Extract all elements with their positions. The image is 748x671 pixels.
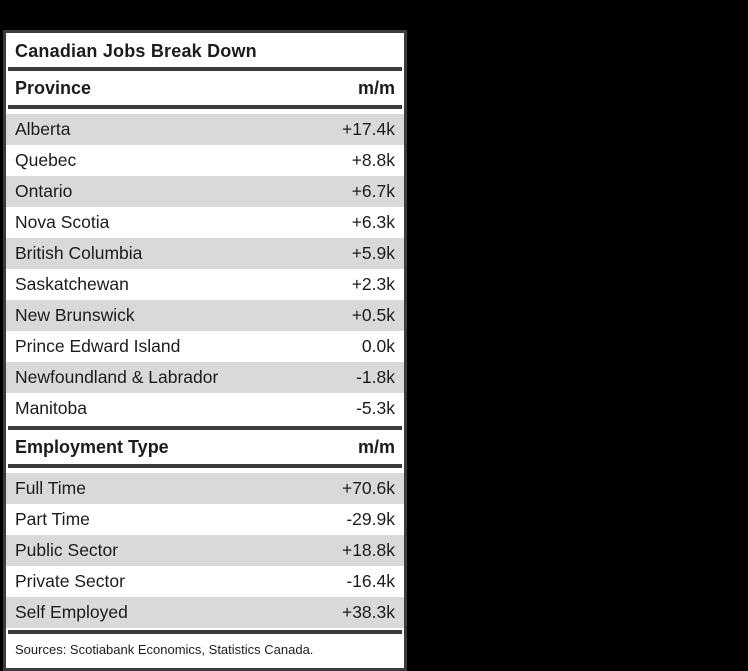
table-row: New Brunswick +0.5k	[6, 300, 404, 331]
table-row: Ontario +6.7k	[6, 176, 404, 207]
table-row: Private Sector -16.4k	[6, 566, 404, 597]
row-label: Part Time	[15, 509, 90, 529]
source-note: Sources: Scotiabank Economics, Statistic…	[15, 642, 314, 657]
row-value: -29.9k	[346, 509, 395, 529]
row-label: Nova Scotia	[15, 212, 110, 232]
table-row: Public Sector +18.8k	[6, 535, 404, 566]
row-label: Private Sector	[15, 571, 125, 591]
row-value: 0.0k	[361, 336, 395, 356]
row-value: +18.8k	[341, 540, 395, 560]
table-row: Saskatchewan +2.3k	[6, 269, 404, 300]
jobs-table-panel: Canadian Jobs Break Down Province m/m Al…	[3, 30, 407, 671]
table-row: Prince Edward Island 0.0k	[6, 331, 404, 362]
divider	[8, 105, 402, 109]
row-label: Alberta	[15, 119, 71, 139]
row-value: +6.3k	[351, 212, 395, 232]
row-label: Full Time	[15, 478, 86, 498]
row-value: +70.6k	[341, 478, 395, 498]
table-row: Manitoba -5.3k	[6, 393, 404, 424]
row-label: Quebec	[15, 150, 77, 170]
table-row: Quebec +8.8k	[6, 145, 404, 176]
table-row: Nova Scotia +6.3k	[6, 207, 404, 238]
table-row: Newfoundland & Labrador -1.8k	[6, 362, 404, 393]
row-label: Ontario	[15, 181, 73, 201]
row-value: +5.9k	[351, 243, 395, 263]
row-value: +2.3k	[351, 274, 395, 294]
row-value: -1.8k	[356, 367, 395, 387]
row-value: -5.3k	[356, 398, 395, 418]
province-section-header: Province m/m	[6, 71, 404, 105]
row-label: Self Employed	[15, 602, 128, 622]
table-row: Part Time -29.9k	[6, 504, 404, 535]
row-value: -16.4k	[346, 571, 395, 591]
row-value: +6.7k	[351, 181, 395, 201]
row-label: Newfoundland & Labrador	[15, 367, 219, 387]
row-value: +8.8k	[351, 150, 395, 170]
row-value: +17.4k	[341, 119, 395, 139]
divider	[8, 464, 402, 468]
province-mm-column-header: m/m	[357, 78, 395, 98]
province-column-header: Province	[15, 78, 92, 98]
divider	[8, 630, 402, 634]
divider	[8, 426, 402, 430]
row-value: +38.3k	[341, 602, 395, 622]
table-row: British Columbia +5.9k	[6, 238, 404, 269]
table-row: Full Time +70.6k	[6, 473, 404, 504]
row-label: British Columbia	[15, 243, 143, 263]
divider	[8, 67, 402, 71]
row-label: Public Sector	[15, 540, 119, 560]
employment-type-section-header: Employment Type m/m	[6, 430, 404, 464]
employment-type-rows: Full Time +70.6k Part Time -29.9k Public…	[6, 473, 404, 628]
row-label: Saskatchewan	[15, 274, 129, 294]
province-rows: Alberta +17.4k Quebec +8.8k Ontario +6.7…	[6, 114, 404, 424]
employment-type-column-header: Employment Type	[15, 437, 169, 457]
employment-type-mm-column-header: m/m	[357, 437, 395, 457]
row-label: Manitoba	[15, 398, 87, 418]
table-row: Alberta +17.4k	[6, 114, 404, 145]
row-label: Prince Edward Island	[15, 336, 181, 356]
row-value: +0.5k	[351, 305, 395, 325]
table-title: Canadian Jobs Break Down	[15, 41, 257, 61]
table-row: Self Employed +38.3k	[6, 597, 404, 628]
row-label: New Brunswick	[15, 305, 135, 325]
